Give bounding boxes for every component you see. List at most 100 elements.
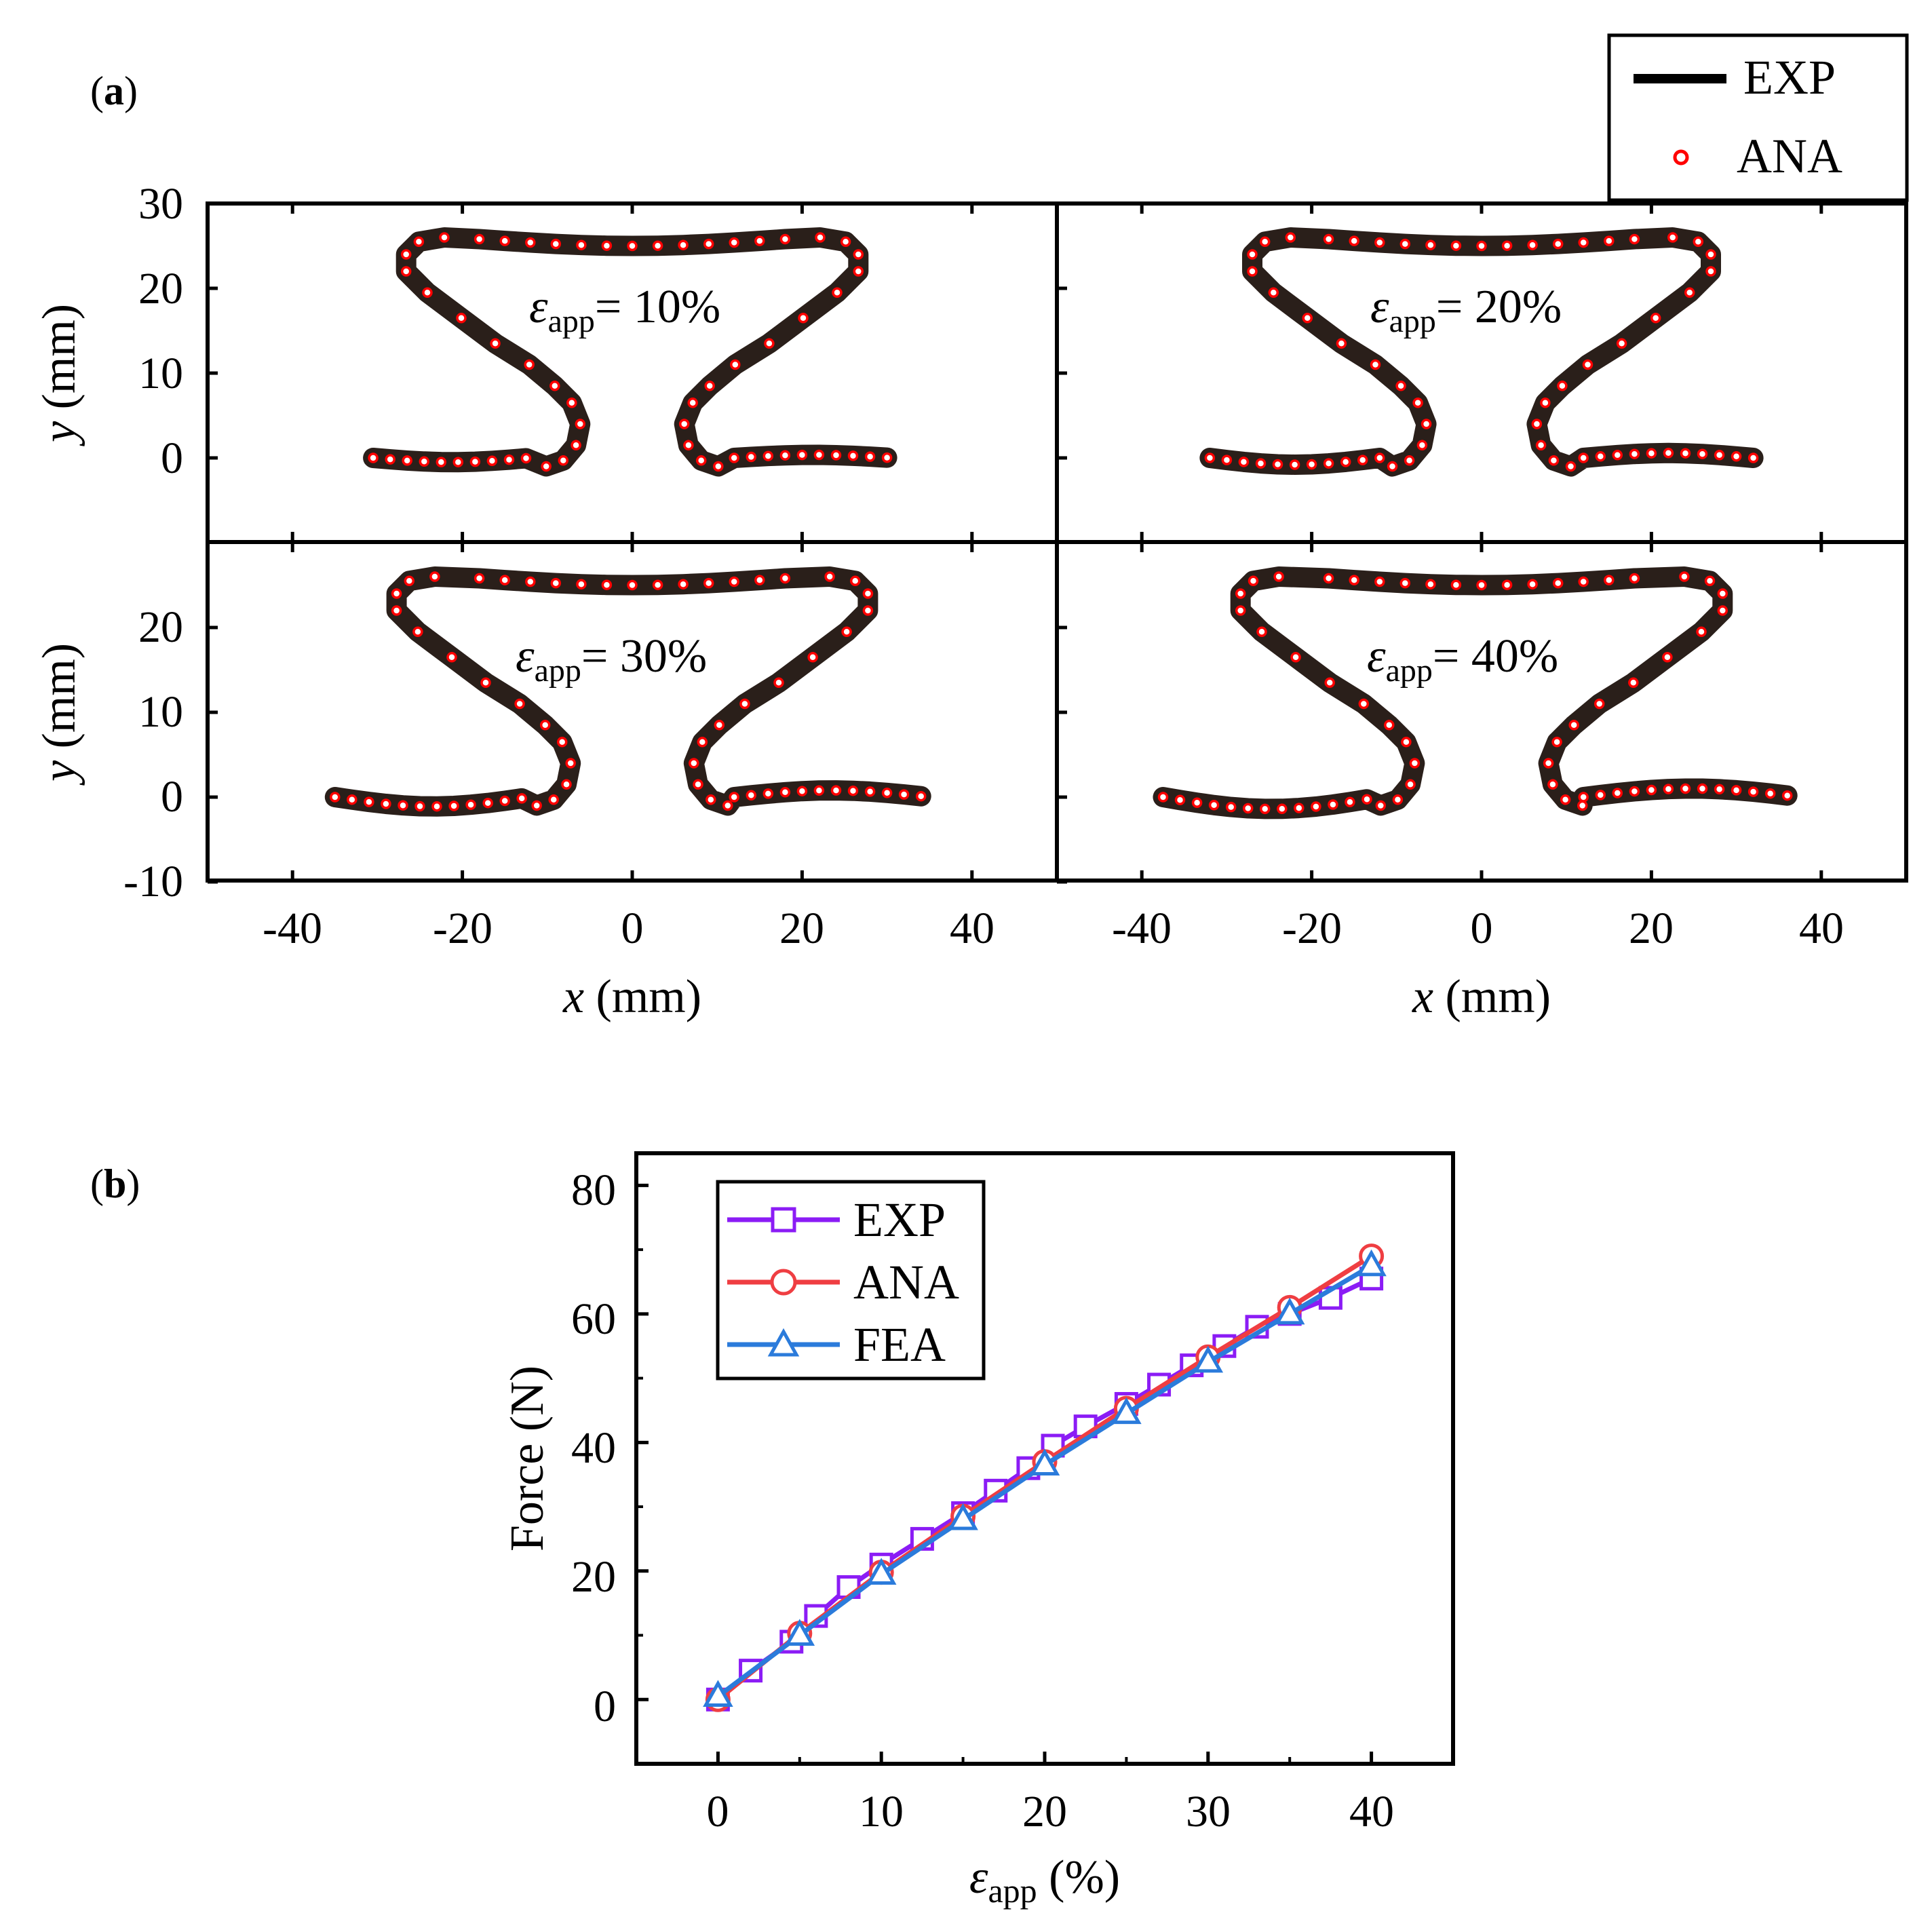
- ana-point: [1684, 287, 1695, 298]
- ana-point: [1273, 571, 1284, 582]
- ana-point: [469, 456, 481, 467]
- ana-point: [576, 579, 587, 590]
- ana-point: [1401, 737, 1412, 748]
- ana-point: [576, 239, 587, 250]
- ana-point: [1717, 605, 1728, 616]
- ana-point: [1294, 803, 1305, 813]
- legend-ana-marker: [770, 1269, 797, 1296]
- ana-point: [1421, 419, 1432, 429]
- ana-point: [1340, 457, 1351, 467]
- ana-point: [1392, 794, 1404, 805]
- xtick-label: 30: [1186, 1787, 1231, 1836]
- ana-point: [601, 240, 613, 251]
- ana-point: [400, 266, 412, 277]
- ana-point: [627, 240, 638, 252]
- ana-point: [1409, 758, 1421, 769]
- data-point: [948, 1503, 978, 1530]
- legend-ana-marker: [1673, 149, 1689, 166]
- legend-ana-label: ANA: [853, 1255, 959, 1309]
- ana-point: [1693, 236, 1704, 248]
- ana-point: [1578, 237, 1589, 248]
- ana-point: [1349, 235, 1359, 246]
- ytick-label: 10: [138, 349, 183, 398]
- ana-point: [1247, 266, 1258, 277]
- ana-point: [1357, 455, 1368, 465]
- ana-point: [1349, 575, 1359, 585]
- exp-curve: [324, 566, 931, 817]
- subplot-40: εapp= 40%: [1055, 540, 1908, 883]
- panel-b-xlabel: εapp (%): [969, 1851, 1120, 1910]
- ana-point: [1255, 458, 1267, 469]
- ana-point: [1277, 803, 1288, 815]
- ana-point: [754, 575, 765, 585]
- ana-point: [1552, 238, 1564, 250]
- legend-fea-label: FEA: [853, 1317, 946, 1372]
- ana-point: [1374, 237, 1385, 248]
- ana-point: [1358, 698, 1370, 710]
- ana-point: [1476, 240, 1487, 252]
- ana-point: [402, 455, 412, 466]
- ana-point: [499, 795, 510, 807]
- ana-point: [1543, 758, 1554, 769]
- ana-point: [881, 788, 893, 798]
- subplot-10: εapp= 10%: [206, 201, 1059, 544]
- subplot-20: εapp= 20%: [1055, 201, 1908, 544]
- ana-point: [1272, 459, 1283, 470]
- ana-point: [729, 452, 739, 463]
- ana-point: [1680, 783, 1691, 794]
- ytick-label: -10: [123, 857, 183, 906]
- ana-point: [754, 235, 765, 246]
- ana-point: [1259, 803, 1271, 815]
- ana-point: [773, 677, 784, 689]
- ana-point: [1650, 313, 1661, 324]
- ana-point: [525, 576, 536, 587]
- ana-point: [525, 237, 536, 248]
- ana-point: [779, 233, 791, 245]
- ana-point: [452, 457, 464, 467]
- ana-point: [1565, 461, 1577, 472]
- ana-point: [1662, 652, 1673, 663]
- ana-point: [1399, 577, 1411, 589]
- panel-a-xtick-labels: -40 -20 0 20 40 -40 -20 0 20 40: [263, 904, 1844, 953]
- ana-point: [565, 758, 576, 769]
- xtick-label: 10: [859, 1787, 904, 1836]
- ana-point: [652, 579, 663, 590]
- panel-a-ylabel-bottom: y (mm): [33, 643, 85, 786]
- ana-point: [713, 461, 724, 472]
- ana-point: [520, 452, 532, 464]
- ana-point: [1416, 440, 1428, 451]
- ana-point: [1731, 785, 1742, 796]
- legend-ana-label: ANA: [1737, 129, 1842, 183]
- exp-curve: [1153, 566, 1798, 819]
- ana-point: [730, 359, 741, 370]
- ana-point: [1696, 626, 1707, 638]
- panel-a-xlabel-right: x (mm): [1412, 971, 1551, 1023]
- panel-b-ytick-labels: 0 20 40 60 80: [571, 1165, 616, 1731]
- ana-point: [1629, 573, 1640, 584]
- ana-point: [1568, 720, 1579, 731]
- ana-point: [413, 236, 425, 248]
- ana-point: [729, 792, 739, 803]
- ana-point: [1328, 799, 1338, 810]
- ana-point: [1306, 459, 1317, 470]
- ana-point: [1235, 605, 1246, 616]
- ana-point: [704, 381, 715, 391]
- ana-point: [1540, 398, 1551, 408]
- panel-a-legend: EXP ANA: [1607, 33, 1909, 202]
- ana-point: [824, 571, 835, 582]
- ana-point: [1577, 800, 1588, 811]
- ana-point: [391, 605, 402, 616]
- ana-point: [575, 419, 586, 429]
- ana-point: [1714, 450, 1725, 461]
- data-point: [1029, 1448, 1060, 1475]
- ana-point: [1646, 784, 1657, 796]
- ana-point: [847, 450, 859, 461]
- data-point: [703, 1680, 733, 1707]
- panel-b: (b) 0 20 40 60 80 0 10 20 30 40 εapp (%)…: [90, 1151, 1455, 1910]
- ana-point: [548, 794, 559, 805]
- ana-point: [1259, 236, 1271, 248]
- ana-point: [1374, 576, 1385, 587]
- ana-point: [1663, 784, 1674, 794]
- ana-point: [1384, 720, 1395, 731]
- ana-point: [1374, 452, 1385, 463]
